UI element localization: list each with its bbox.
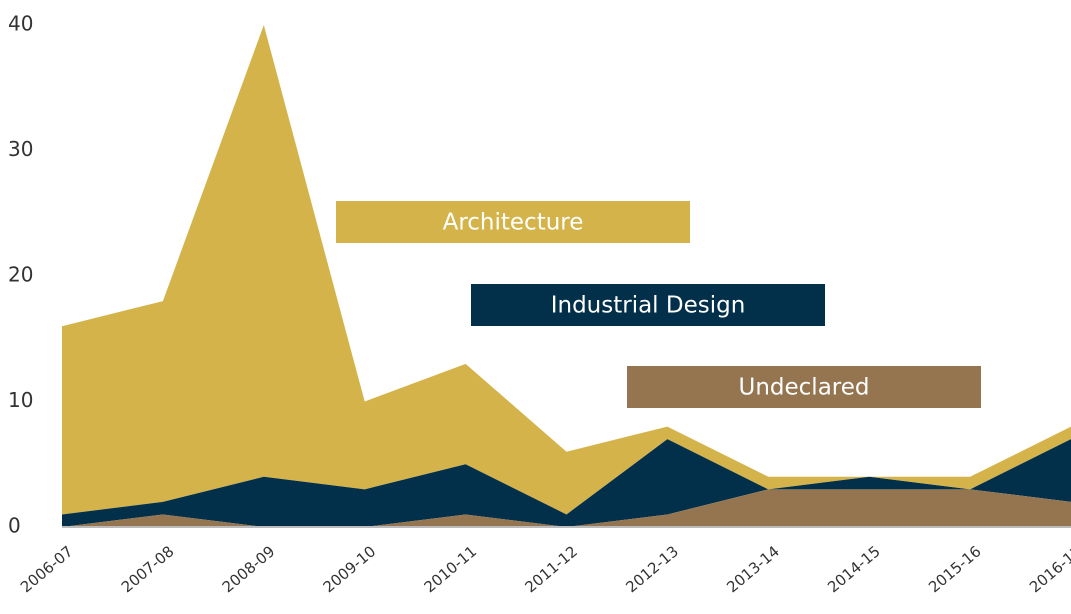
x-tick-label: 2010-11 — [421, 542, 481, 596]
y-tick-label: 30 — [8, 137, 33, 161]
x-tick-label: 2013-14 — [723, 542, 783, 596]
legend-swatch — [627, 366, 981, 408]
y-tick-label: 20 — [8, 263, 33, 287]
x-tick-label: 2014-15 — [824, 542, 884, 596]
legend-label: Industrial Design — [551, 293, 746, 319]
x-tick-label: 2007-08 — [118, 542, 178, 596]
y-tick-label: 40 — [8, 12, 33, 36]
x-tick-label: 2016-17 — [1026, 542, 1071, 596]
x-tick-label: 2008-09 — [219, 542, 279, 596]
area — [62, 25, 1071, 515]
area — [62, 489, 1071, 527]
x-tick-label: 2006-07 — [17, 542, 77, 596]
y-tick-label: 10 — [8, 388, 33, 412]
legend-swatch — [471, 284, 825, 326]
y-tick-label: 0 — [8, 514, 21, 538]
x-tick-label: 2015-16 — [925, 542, 985, 596]
area — [62, 439, 1071, 527]
legend-swatch — [336, 201, 690, 243]
legend-label: Architecture — [443, 210, 584, 236]
x-tick-label: 2011-12 — [521, 542, 581, 596]
x-tick-label: 2012-13 — [622, 542, 682, 596]
x-tick-label: 2009-10 — [320, 542, 380, 596]
legend-label: Undeclared — [739, 375, 870, 401]
